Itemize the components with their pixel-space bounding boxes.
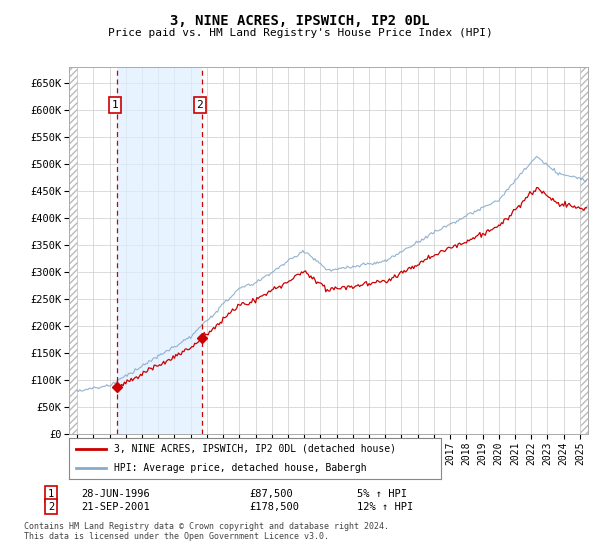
Text: 12% ↑ HPI: 12% ↑ HPI <box>357 502 413 512</box>
Text: 2: 2 <box>48 502 54 512</box>
Text: 21-SEP-2001: 21-SEP-2001 <box>81 502 150 512</box>
Text: 3, NINE ACRES, IPSWICH, IP2 0DL: 3, NINE ACRES, IPSWICH, IP2 0DL <box>170 14 430 28</box>
Text: £87,500: £87,500 <box>249 489 293 499</box>
Text: HPI: Average price, detached house, Babergh: HPI: Average price, detached house, Babe… <box>113 463 366 473</box>
Bar <box>580 67 588 434</box>
Bar <box>69 67 77 434</box>
Text: £178,500: £178,500 <box>249 502 299 512</box>
Text: 2: 2 <box>197 100 203 110</box>
Bar <box>118 67 202 434</box>
Text: 1: 1 <box>48 489 54 499</box>
Text: Contains HM Land Registry data © Crown copyright and database right 2024.
This d: Contains HM Land Registry data © Crown c… <box>24 522 389 542</box>
Text: Price paid vs. HM Land Registry's House Price Index (HPI): Price paid vs. HM Land Registry's House … <box>107 28 493 38</box>
Text: 3, NINE ACRES, IPSWICH, IP2 0DL (detached house): 3, NINE ACRES, IPSWICH, IP2 0DL (detache… <box>113 444 395 454</box>
Text: 28-JUN-1996: 28-JUN-1996 <box>81 489 150 499</box>
Text: 5% ↑ HPI: 5% ↑ HPI <box>357 489 407 499</box>
Text: 1: 1 <box>112 100 118 110</box>
